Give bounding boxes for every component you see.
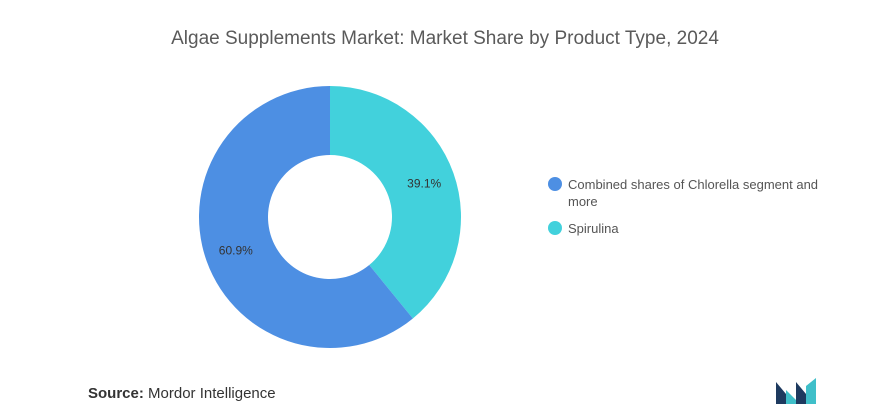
source-note: Source: Mordor Intelligence bbox=[88, 385, 276, 402]
legend-item-chlorella: Combined shares of Chlorella segment and… bbox=[548, 176, 848, 210]
legend-item-spirulina: Spirulina bbox=[548, 220, 848, 237]
legend: Combined shares of Chlorella segment and… bbox=[548, 176, 848, 247]
source-label: Source: bbox=[88, 385, 144, 402]
mordor-intelligence-logo-icon bbox=[776, 378, 816, 404]
legend-label-spirulina: Spirulina bbox=[568, 221, 619, 236]
slice-label-chlorella: 60.9% bbox=[219, 244, 253, 258]
source-value: Mordor Intelligence bbox=[148, 385, 276, 402]
slice-spirulina bbox=[330, 86, 461, 319]
legend-swatch-spirulina bbox=[548, 221, 562, 235]
slice-label-spirulina: 39.1% bbox=[407, 176, 441, 190]
slice-chlorella bbox=[198, 86, 413, 349]
legend-label-chlorella: Combined shares of Chlorella segment and… bbox=[568, 177, 819, 209]
chart-title: Algae Supplements Market: Market Share b… bbox=[171, 28, 719, 49]
legend-swatch-chlorella bbox=[548, 177, 562, 191]
